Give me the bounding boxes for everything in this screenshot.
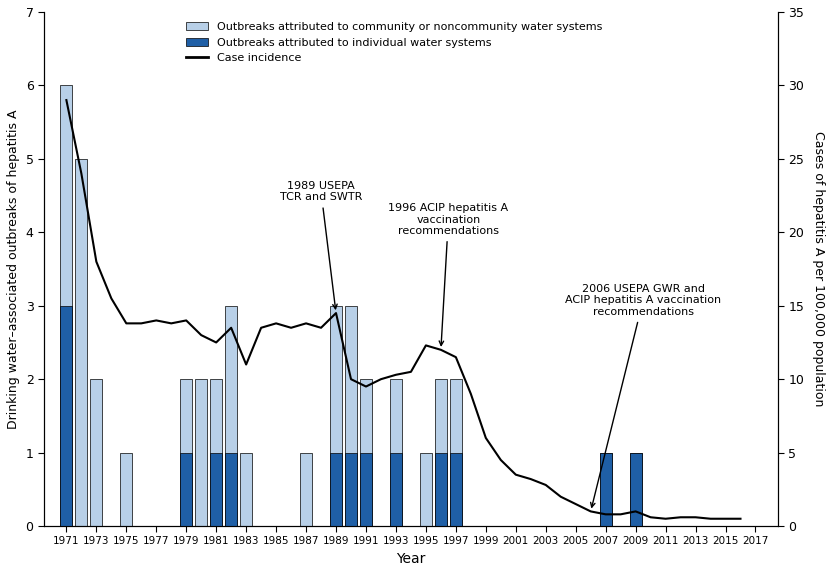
Y-axis label: Drinking water–associated outbreaks of hepatitis A: Drinking water–associated outbreaks of h… — [7, 109, 20, 429]
Bar — [600, 453, 612, 526]
Bar — [345, 453, 357, 526]
Bar — [435, 453, 447, 526]
Bar — [240, 453, 252, 526]
Text: 1989 USEPA
TCR and SWTR: 1989 USEPA TCR and SWTR — [280, 181, 362, 309]
X-axis label: Year: Year — [396, 552, 426, 566]
Y-axis label: Cases of hepatitis A per 100,000 population: Cases of hepatitis A per 100,000 populat… — [812, 131, 825, 407]
Bar — [360, 453, 372, 526]
Bar — [390, 453, 402, 526]
Bar — [61, 85, 72, 526]
Text: 1996 ACIP hepatitis A
vaccination
recommendations: 1996 ACIP hepatitis A vaccination recomm… — [389, 203, 508, 346]
Bar — [450, 453, 462, 526]
Legend: Outbreaks attributed to community or noncommunity water systems, Outbreaks attri: Outbreaks attributed to community or non… — [181, 18, 607, 68]
Bar — [600, 453, 612, 526]
Bar — [330, 306, 342, 526]
Bar — [210, 379, 222, 526]
Bar — [121, 453, 132, 526]
Bar — [420, 453, 432, 526]
Bar — [300, 453, 312, 526]
Bar — [360, 379, 372, 526]
Bar — [435, 379, 447, 526]
Bar — [225, 306, 237, 526]
Text: 2006 USEPA GWR and
ACIP hepatitis A vaccination
recommendations: 2006 USEPA GWR and ACIP hepatitis A vacc… — [565, 284, 721, 507]
Bar — [76, 159, 87, 526]
Bar — [91, 379, 102, 526]
Bar — [225, 453, 237, 526]
Bar — [345, 306, 357, 526]
Bar — [390, 379, 402, 526]
Bar — [61, 306, 72, 526]
Bar — [630, 453, 641, 526]
Bar — [330, 453, 342, 526]
Bar — [181, 453, 192, 526]
Bar — [210, 453, 222, 526]
Bar — [196, 379, 207, 526]
Bar — [450, 379, 462, 526]
Bar — [630, 453, 641, 526]
Bar — [181, 379, 192, 526]
